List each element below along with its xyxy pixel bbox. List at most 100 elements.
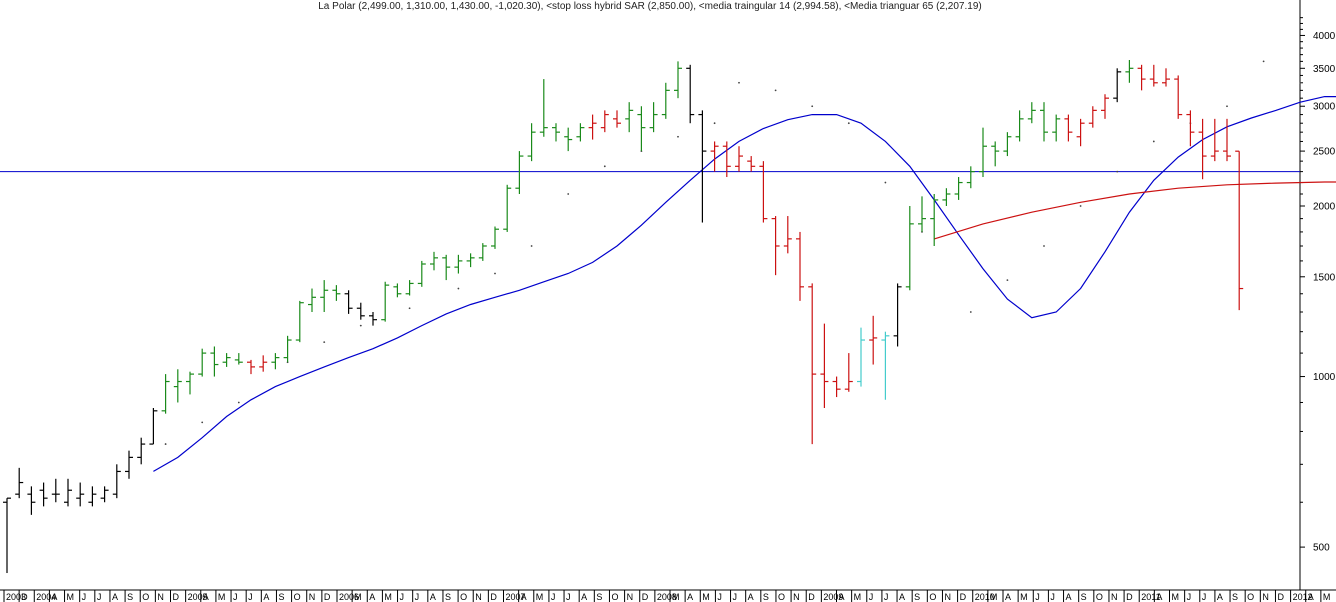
x-tick-label: J	[233, 592, 238, 602]
x-tick-label: M	[218, 592, 226, 602]
x-tick-label: O	[1096, 592, 1103, 602]
sar-dot	[494, 272, 496, 275]
x-tick-label: D	[173, 592, 180, 602]
x-tick-label: D	[21, 592, 28, 602]
x-tick-label: O	[1247, 592, 1254, 602]
x-tick-label: A	[1066, 592, 1072, 602]
sar-dot	[713, 122, 716, 125]
y-tick-label: 1000	[1313, 372, 1336, 383]
x-tick-label: A	[581, 592, 587, 602]
y-tick-label: 3500	[1313, 64, 1336, 75]
x-tick-label: J	[415, 592, 420, 602]
x-tick-label: A	[1005, 592, 1011, 602]
x-tick-label: 2003	[6, 592, 26, 602]
x-tick-label: A	[112, 592, 118, 602]
x-tick-label: 2005	[188, 592, 208, 602]
x-tick-label: J	[400, 592, 405, 602]
x-tick-label: N	[1111, 592, 1118, 602]
sar-dot	[811, 105, 814, 108]
sar-dot	[567, 193, 570, 195]
x-tick-label: M	[1172, 592, 1180, 602]
x-tick-label: 2006	[339, 592, 359, 602]
x-tick-label: M	[1323, 592, 1331, 602]
x-tick-label: N	[944, 592, 951, 602]
y-tick-label: 2500	[1313, 147, 1336, 158]
x-tick-label: S	[1232, 592, 1238, 602]
x-tick-label: J	[97, 592, 102, 602]
x-tick-label: N	[627, 592, 634, 602]
x-tick-label: O	[460, 592, 467, 602]
x-tick-label: J	[733, 592, 738, 602]
ma14-line	[153, 96, 1336, 472]
x-tick-label: A	[687, 592, 693, 602]
x-tick-label: J	[869, 592, 874, 602]
sar-dot	[359, 324, 362, 327]
x-tick-label: S	[763, 592, 769, 602]
sar-dot	[1079, 205, 1082, 207]
x-tick-label: A	[369, 592, 375, 602]
x-tick-label: O	[929, 592, 936, 602]
x-tick-label: M	[354, 592, 362, 602]
sar-dot	[1043, 245, 1045, 247]
x-tick-label: O	[142, 592, 149, 602]
x-tick-label: A	[521, 592, 527, 602]
x-tick-label: J	[566, 592, 571, 602]
sar-dot	[530, 245, 533, 247]
x-tick-label: M	[702, 592, 710, 602]
x-tick-label: N	[157, 592, 164, 602]
sar-dot	[408, 307, 411, 310]
x-tick-label: J	[248, 592, 253, 602]
x-tick-label: J	[1035, 592, 1040, 602]
x-tick-label: A	[51, 592, 57, 602]
x-tick-label: 2012	[1293, 592, 1313, 602]
x-tick-label: N	[793, 592, 800, 602]
x-tick-label: A	[1308, 592, 1314, 602]
x-tick-label: A	[263, 592, 269, 602]
x-tick-label: D	[642, 592, 649, 602]
x-tick-label: D	[960, 592, 967, 602]
x-tick-label: S	[1081, 592, 1087, 602]
ma65-line	[934, 181, 1336, 240]
x-tick-label: N	[475, 592, 482, 602]
x-tick-label: J	[551, 592, 556, 602]
x-tick-label: N	[309, 592, 316, 602]
x-tick-label: M	[536, 592, 544, 602]
y-tick-label: 2000	[1313, 202, 1336, 213]
sar-dot	[774, 89, 777, 92]
x-tick-label: A	[203, 592, 209, 602]
sar-dot	[884, 181, 887, 184]
x-tick-label: J	[884, 592, 889, 602]
sar-dot	[847, 122, 850, 125]
x-tick-label: 2011	[1141, 592, 1160, 602]
x-tick-label: O	[778, 592, 785, 602]
y-tick-label: 3000	[1313, 102, 1336, 113]
x-tick-label: N	[1262, 592, 1269, 602]
x-tick-label: 2004	[36, 592, 56, 602]
sar-dot	[237, 401, 240, 404]
x-tick-label: A	[899, 592, 905, 602]
x-tick-label: A	[748, 592, 754, 602]
sar-dot	[1006, 279, 1009, 281]
sar-dot	[738, 81, 740, 84]
sar-dot	[1152, 140, 1155, 143]
x-tick-label: D	[1126, 592, 1133, 602]
x-tick-label: 2009	[823, 592, 843, 602]
x-tick-label: M	[854, 592, 862, 602]
sar-dot	[457, 287, 460, 290]
x-tick-label: A	[839, 592, 845, 602]
sar-dot	[603, 165, 606, 168]
x-tick-label: A	[430, 592, 436, 602]
y-tick-label: 4000	[1313, 31, 1336, 42]
chart-title: La Polar (2,499.00, 1,310.00, 1,430.00, …	[318, 1, 982, 12]
y-tick-label: 500	[1313, 543, 1330, 554]
x-tick-label: S	[596, 592, 602, 602]
x-tick-label: M	[384, 592, 392, 602]
x-tick-label: S	[127, 592, 133, 602]
x-tick-label: 2008	[657, 592, 677, 602]
x-tick-label: O	[611, 592, 618, 602]
x-tick-label: J	[1050, 592, 1055, 602]
x-tick-label: M	[67, 592, 75, 602]
sar-dot	[164, 443, 167, 445]
